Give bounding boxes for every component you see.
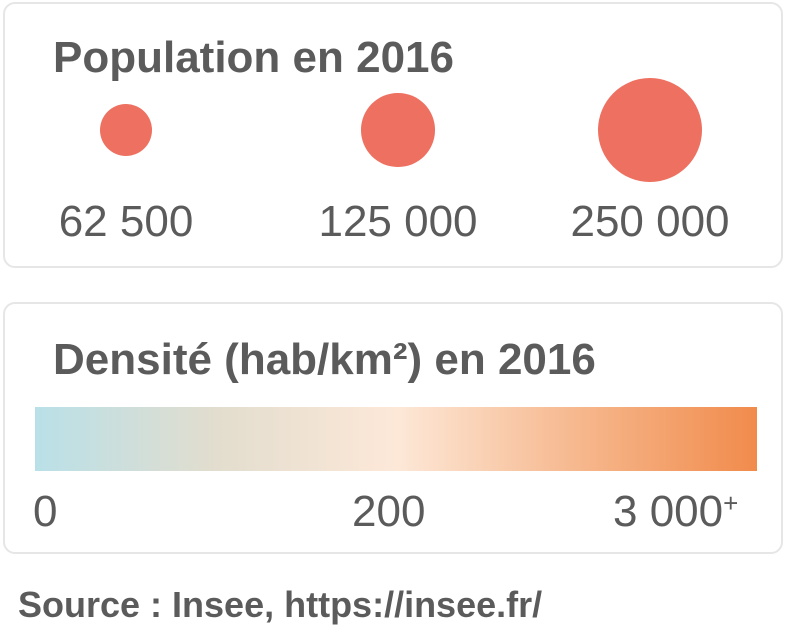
- density-color-scale: [35, 407, 757, 471]
- population-label-medium: 125 000: [318, 197, 478, 246]
- population-bubble-small: [100, 104, 152, 156]
- population-label-small: 62 500: [58, 197, 194, 246]
- density-tick-mid: 200: [352, 487, 426, 536]
- population-bubble-large: [598, 78, 702, 182]
- density-legend-title: Densité (hab/km²) en 2016: [53, 335, 596, 384]
- population-label-large: 250 000: [570, 197, 730, 246]
- population-legend-title: Population en 2016: [53, 33, 454, 82]
- population-bubble-medium: [361, 93, 435, 167]
- density-tick-min: 0: [33, 487, 58, 536]
- source-credit: Source : Insee, https://insee.fr/: [18, 584, 543, 625]
- density-tick-max: 3 000+: [613, 487, 739, 536]
- population-legend: Population en 2016 62 500 125 000 250 00…: [3, 2, 783, 268]
- density-legend: Densité (hab/km²) en 2016 0 200 3 000+: [3, 302, 783, 554]
